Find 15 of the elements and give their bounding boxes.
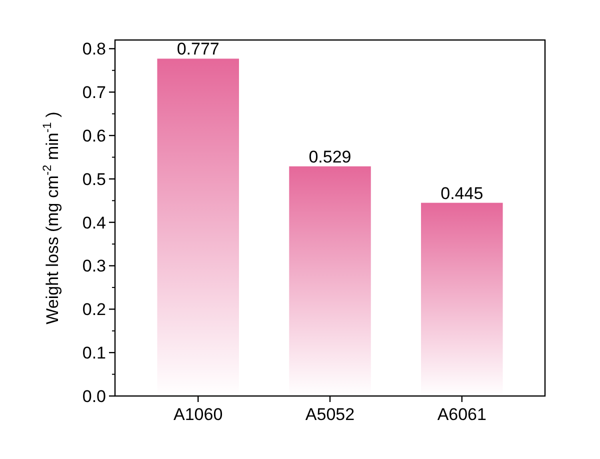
y-tick-label: 0.5 <box>82 170 106 189</box>
y-tick-label: 0.4 <box>82 213 106 232</box>
y-tick-label: 0.8 <box>82 40 106 59</box>
x-tick-label: A1060 <box>174 405 223 424</box>
y-tick-label: 0.6 <box>82 126 106 146</box>
data-label: 0.445 <box>440 184 484 203</box>
y-tick-label: 0.2 <box>82 300 106 320</box>
x-tick-label: A6061 <box>437 405 486 424</box>
data-label: 0.777 <box>176 40 220 59</box>
data-label: 0.529 <box>308 147 352 166</box>
x-tick-label: A5052 <box>305 405 355 424</box>
y-tick-label: 0.0 <box>82 386 106 406</box>
y-tick-label: 0.7 <box>82 83 106 102</box>
y-tick-label: 0.3 <box>82 256 106 276</box>
y-tick-label: 0.1 <box>82 344 106 363</box>
